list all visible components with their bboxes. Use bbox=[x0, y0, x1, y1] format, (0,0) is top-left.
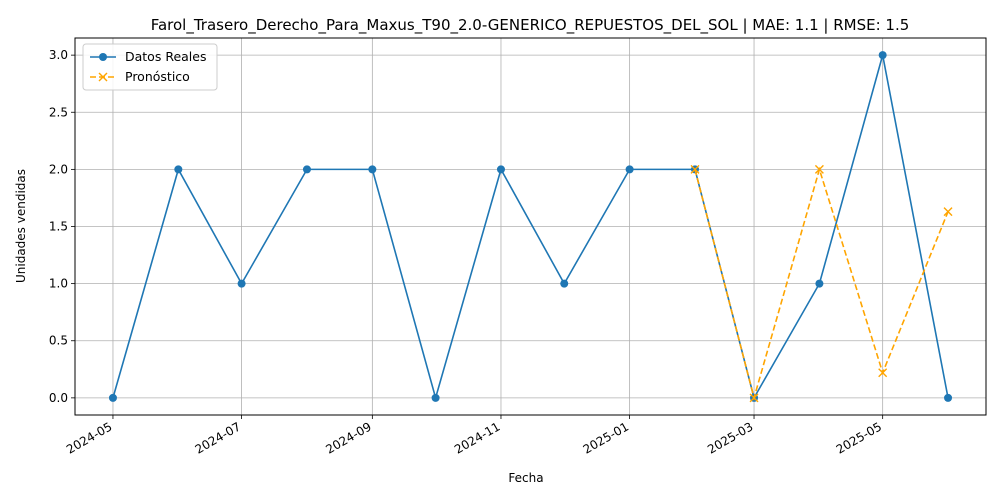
legend-label: Pronóstico bbox=[125, 69, 190, 84]
data-point-stroke bbox=[878, 368, 888, 378]
y-tick-label: 0.5 bbox=[49, 334, 68, 348]
data-point bbox=[368, 165, 377, 174]
legend-box bbox=[82, 43, 218, 91]
x-axis-label: Fecha bbox=[508, 471, 543, 485]
data-point-stroke bbox=[690, 164, 700, 174]
data-point bbox=[98, 72, 108, 82]
y-tick-label: 2.5 bbox=[49, 105, 68, 119]
data-point bbox=[625, 165, 634, 174]
data-point bbox=[174, 165, 183, 174]
data-point bbox=[878, 51, 887, 60]
data-point bbox=[560, 279, 569, 288]
chart-title: Farol_Trasero_Derecho_Para_Maxus_T90_2.0… bbox=[151, 16, 910, 35]
data-point bbox=[815, 279, 824, 288]
data-point bbox=[302, 165, 311, 174]
y-tick-label: 2.0 bbox=[49, 162, 68, 176]
ticks: 2024-05 2024-07 2024-09 2024-11 2025-01 2025-… bbox=[49, 48, 884, 457]
x-tick-label: 2024-07 bbox=[193, 419, 243, 456]
grid bbox=[75, 38, 986, 415]
x-tick-label: 2025-03 bbox=[705, 419, 755, 456]
x-tick-label: 2024-11 bbox=[452, 419, 502, 456]
data-point-stroke bbox=[814, 164, 824, 174]
x-tick-label: 2025-05 bbox=[834, 419, 884, 456]
data-point bbox=[99, 53, 107, 61]
data-point-stroke bbox=[943, 207, 953, 217]
y-tick-label: 1.5 bbox=[49, 220, 68, 234]
legend: Datos Reales Pronóstico bbox=[82, 43, 218, 91]
data-point bbox=[108, 393, 117, 402]
data-point bbox=[943, 207, 953, 217]
y-axis-label: Unidades vendidas bbox=[14, 169, 28, 283]
y-tick-label: 1.0 bbox=[49, 277, 68, 291]
data-point-stroke bbox=[98, 72, 108, 82]
y-tick-label: 3.0 bbox=[49, 48, 68, 62]
y-tick-label: 0.0 bbox=[49, 391, 68, 405]
data-point bbox=[690, 164, 700, 174]
x-tick-label: 2024-05 bbox=[64, 419, 114, 456]
data-point bbox=[431, 393, 440, 402]
x-tick-label: 2024-09 bbox=[323, 419, 373, 456]
data-point bbox=[237, 279, 246, 288]
data-point bbox=[814, 164, 824, 174]
data-point bbox=[878, 368, 888, 378]
legend-label: Datos Reales bbox=[125, 49, 206, 64]
data-point bbox=[496, 165, 505, 174]
series-layer bbox=[108, 51, 953, 403]
data-point-stroke bbox=[749, 393, 759, 403]
series-line bbox=[112, 54, 949, 401]
series-1 bbox=[690, 164, 953, 403]
data-point bbox=[944, 393, 953, 402]
data-point bbox=[749, 393, 759, 403]
x-tick-label: 2025-01 bbox=[581, 419, 631, 456]
